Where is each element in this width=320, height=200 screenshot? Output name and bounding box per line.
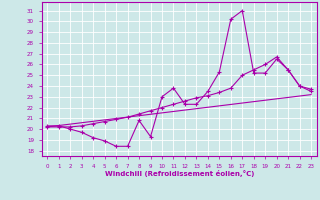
X-axis label: Windchill (Refroidissement éolien,°C): Windchill (Refroidissement éolien,°C): [105, 170, 254, 177]
